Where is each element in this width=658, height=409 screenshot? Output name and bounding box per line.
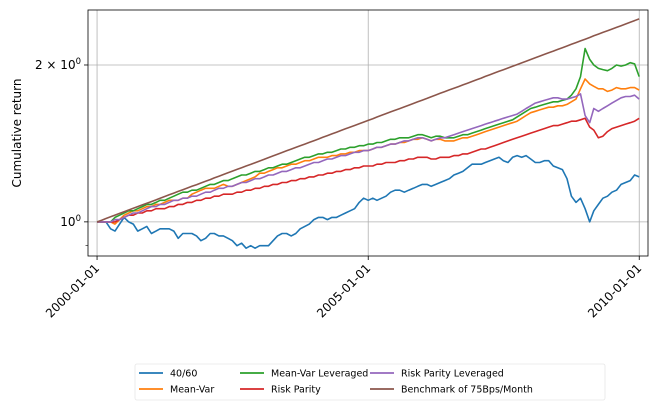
legend-label: Mean-Var Leveraged: [271, 369, 368, 380]
legend: 40/60 Mean-Var Mean-Var Leveraged Risk Pari…: [134, 363, 606, 401]
legend-label: Benchmark of 75Bps/Month: [401, 385, 533, 396]
series-line-5: [96, 18, 640, 223]
legend-label: Mean-Var: [170, 385, 214, 396]
x-tick-label: 2005-01-01: [314, 261, 373, 320]
x-tick-label: 2000-01-01: [43, 261, 102, 320]
y-tick-label: 100: [60, 214, 81, 229]
series-line-4: [97, 93, 640, 223]
y-tick-label: 2 × 100: [35, 57, 81, 72]
series-lines: [96, 18, 640, 249]
axis-ticks: 2000-01-01 2005-01-01 2010-01-01 100 2 × 100: [35, 57, 644, 320]
x-tick-label: 2010-01-01: [585, 261, 644, 320]
series-line-2: [97, 47, 640, 223]
series-line-3: [97, 117, 640, 223]
legend-label: Risk Parity: [271, 385, 321, 396]
gridlines: [88, 10, 648, 256]
y-axis-title: Cumulative return: [10, 79, 24, 188]
legend-label: Risk Parity Leveraged: [401, 369, 504, 380]
series-line-0: [97, 154, 640, 249]
legend-label: 40/60: [170, 369, 197, 380]
